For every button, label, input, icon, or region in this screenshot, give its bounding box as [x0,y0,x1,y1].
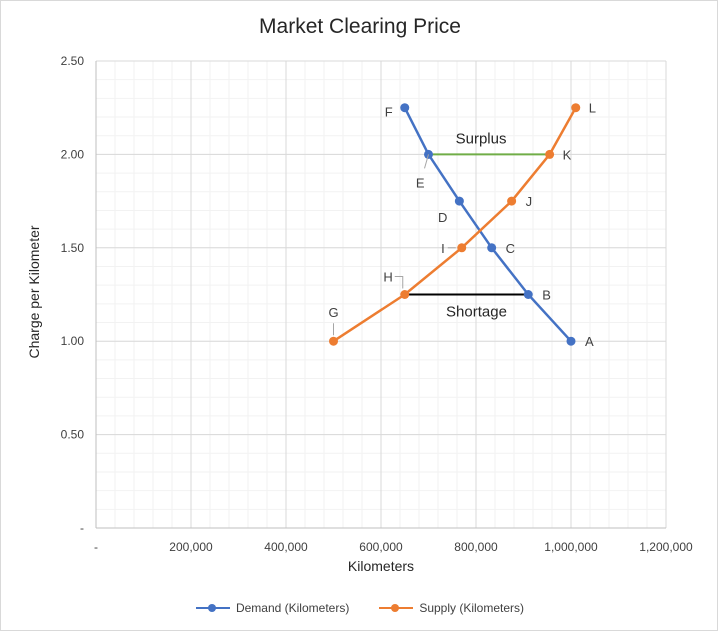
point-label-b: B [542,288,551,303]
point-label-j: J [526,194,533,209]
surplus-label: Surplus [456,130,507,147]
supply-line [332,107,577,343]
point-label-k: K [563,147,572,162]
legend-label-supply: Supply (Kilometers) [419,601,525,615]
legend-label-demand: Demand (Kilometers) [235,601,350,615]
legend-item-demand: Demand (Kilometers) [195,601,350,615]
y-tick-label: 2.00 [61,147,85,161]
demand-legend-swatch [195,603,230,613]
supply-point-g [329,336,338,346]
point-label-e: E [416,175,425,190]
supply-point-k [545,149,555,159]
demand-point-a [566,336,576,346]
point-label-c: C [506,241,515,256]
demand-point-d [454,196,464,206]
y-tick-label: 1.00 [61,334,85,348]
x-tick-label: - [94,540,98,554]
shortage-label: Shortage [446,304,507,321]
y-tick-label: 1.50 [61,241,85,255]
x-tick-label: 800,000 [454,540,498,554]
x-tick-label: 1,000,000 [544,540,598,554]
chart-title: Market Clearing Price [259,15,461,38]
point-label-f: F [385,105,393,120]
supply-point-j [507,196,517,206]
legend: Demand (Kilometers) Supply (Kilometers) [1,601,719,615]
x-tick-label: 400,000 [264,540,308,554]
point-label-l: L [589,101,596,116]
label-leader-e [424,154,429,169]
x-tick-label: 600,000 [359,540,403,554]
demand-point-f [400,103,410,113]
point-label-i: I [441,241,445,256]
point-label-a: A [585,334,594,349]
x-axis-title: Kilometers [347,558,415,574]
supply-point-i [457,243,467,253]
point-label-g: G [328,305,338,320]
y-axis-title: Charge per Kilometer [26,225,42,359]
point-label-d: D [438,210,447,225]
y-tick-label: 0.50 [61,428,85,442]
x-tick-label: 200,000 [169,540,213,554]
point-label-h: H [383,270,392,285]
label-leader-h [394,276,404,289]
demand-point-c [487,243,497,253]
x-tick-label: 1,200,000 [639,540,693,554]
y-tick-label: - [80,521,84,535]
legend-item-supply: Supply (Kilometers) [379,601,524,615]
supply-legend-swatch [379,603,414,613]
supply-point-h [400,290,410,299]
demand-point-b [523,290,533,299]
y-tick-label: 2.50 [61,54,85,68]
demand-line [403,107,572,343]
supply-point-l [571,103,581,113]
